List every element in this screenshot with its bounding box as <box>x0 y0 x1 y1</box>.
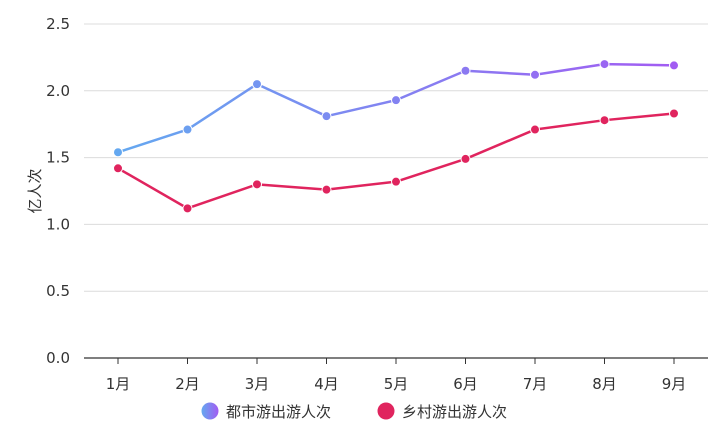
data-point <box>391 176 401 187</box>
x-tick-label: 7月 <box>523 375 548 393</box>
legend-marker <box>201 402 219 420</box>
data-point <box>530 124 540 135</box>
legend-label: 都市游出游人次 <box>226 403 331 421</box>
y-tick-label: 2.0 <box>46 82 70 100</box>
data-point <box>599 115 610 126</box>
y-axis-title: 亿人次 <box>26 168 44 213</box>
legend-marker <box>377 402 395 420</box>
series-layer <box>113 59 679 214</box>
data-point <box>252 179 262 190</box>
y-tick-label: 1.0 <box>46 215 70 233</box>
data-point <box>599 59 610 70</box>
y-tick-label: 0.0 <box>46 349 70 367</box>
data-point <box>113 163 123 174</box>
x-tick-label: 9月 <box>662 375 687 393</box>
legend: 都市游出游人次 乡村游出游人次 <box>201 402 507 421</box>
x-tick-label: 6月 <box>453 375 478 393</box>
data-point <box>113 147 123 158</box>
y-tick-label: 2.5 <box>46 15 70 33</box>
data-point <box>391 95 401 106</box>
series-line-0 <box>116 62 676 154</box>
x-tick-label: 4月 <box>314 375 339 393</box>
y-tick-labels: 0.0 0.5 1.0 1.5 2.0 2.5 <box>46 15 70 367</box>
data-point <box>530 69 540 80</box>
data-point <box>321 111 332 122</box>
data-point <box>321 184 332 195</box>
y-tick-label: 1.5 <box>46 149 70 167</box>
y-tick-label: 0.5 <box>46 282 70 300</box>
x-tick-label: 1月 <box>106 375 131 393</box>
data-point <box>182 203 193 214</box>
data-point <box>669 108 679 119</box>
x-axis <box>84 357 708 364</box>
data-point <box>252 79 262 90</box>
data-point <box>669 60 679 71</box>
x-tick-label: 5月 <box>384 375 409 393</box>
series-line-1 <box>116 112 676 210</box>
grid-lines <box>84 23 708 292</box>
data-point <box>460 153 471 164</box>
data-point <box>460 65 471 76</box>
x-tick-label: 3月 <box>245 375 270 393</box>
x-tick-label: 8月 <box>592 375 617 393</box>
x-tick-label: 2月 <box>175 375 200 393</box>
x-tick-labels: 1月 2月 3月 4月 5月 6月 7月 8月 9月 <box>106 375 687 393</box>
data-point <box>182 124 193 135</box>
legend-label: 乡村游出游人次 <box>402 403 507 421</box>
